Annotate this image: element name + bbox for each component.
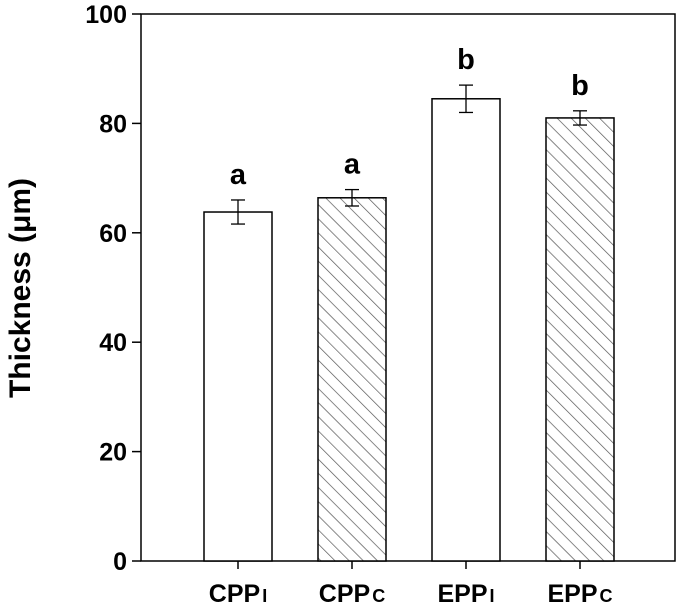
x-tick-label-sub: I bbox=[490, 586, 495, 606]
plot-frame bbox=[140, 13, 676, 562]
bar bbox=[545, 117, 615, 562]
y-tick-label: 100 bbox=[85, 1, 127, 29]
bar bbox=[203, 211, 273, 562]
significance-label: b bbox=[571, 70, 589, 102]
x-tick-label: CPP C bbox=[319, 580, 385, 608]
bar bbox=[317, 197, 387, 562]
bars: a a b b bbox=[203, 44, 615, 562]
y-tick-label: 0 bbox=[113, 548, 127, 576]
y-tick-label: 60 bbox=[99, 220, 127, 248]
y-axis: 0 20 40 60 80 100 bbox=[85, 1, 141, 576]
x-tick-label-sub: C bbox=[372, 586, 385, 606]
x-tick-label-main: EPP bbox=[547, 580, 597, 608]
significance-label: b bbox=[457, 44, 475, 76]
x-tick-label-main: CPP bbox=[319, 580, 370, 608]
y-tick-label: 80 bbox=[99, 110, 127, 138]
significance-label: a bbox=[344, 149, 361, 181]
x-tick-label-sub: I bbox=[262, 586, 267, 606]
y-tick-label: 40 bbox=[99, 329, 127, 357]
x-tick-label-main: EPP bbox=[437, 580, 487, 608]
y-axis-label: Thickness (μm) bbox=[4, 178, 37, 398]
x-axis: CPP I CPP C EPP I EPP C bbox=[209, 561, 613, 608]
bar bbox=[431, 98, 501, 562]
y-tick-label: 20 bbox=[99, 439, 127, 467]
x-tick-label-main: CPP bbox=[209, 580, 260, 608]
x-tick-label: EPP C bbox=[547, 580, 612, 608]
x-tick-label: CPP I bbox=[209, 580, 267, 608]
significance-label: a bbox=[230, 159, 247, 191]
x-tick-label: EPP I bbox=[437, 580, 494, 608]
x-tick-label-sub: C bbox=[600, 586, 613, 606]
